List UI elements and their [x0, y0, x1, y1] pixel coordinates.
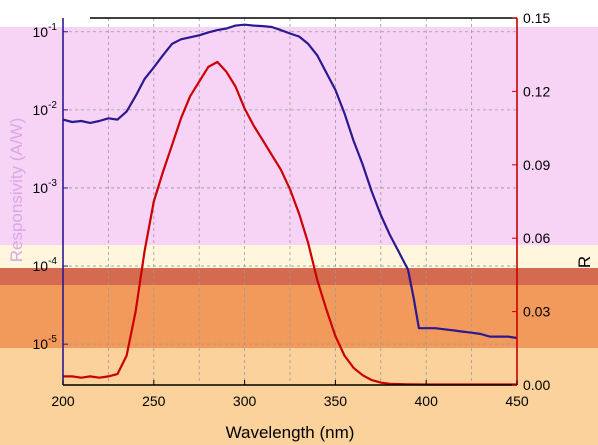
x-tick-label: 350	[324, 393, 348, 409]
x-tick-label: 400	[415, 393, 439, 409]
bg-band-light-orange	[0, 348, 598, 445]
responsivity-line	[62, 23, 518, 340]
y-right-tick-label: 0.03	[523, 304, 550, 320]
y-right-tick-label: 0.00	[523, 377, 550, 393]
reflectance-line	[63, 60, 517, 386]
y-left-tick-label: 10-1	[33, 22, 58, 40]
x-tick-label: 200	[51, 393, 75, 409]
x-tick-label: 300	[233, 393, 257, 409]
bg-band-cream	[0, 245, 598, 268]
tick-layer: 200 250 300 350 400 450 10-5 10-4 10-3 10-2 10-1 0.…	[33, 10, 551, 409]
y-right-tick-label: 0.15	[523, 10, 550, 26]
grid-layer	[63, 18, 517, 385]
x-tick-label: 450	[505, 393, 529, 409]
y-right-tick-label: 0.06	[523, 230, 550, 246]
y-left-tick-label: 10-3	[33, 178, 58, 196]
y-right-tick-label: 0.09	[523, 157, 550, 173]
y-left-tick-label: 10-2	[33, 100, 58, 118]
y-axis-label-right: R	[575, 256, 594, 268]
x-axis-label: Wavelength (nm)	[226, 423, 355, 442]
bg-band-orange	[0, 285, 598, 348]
y-left-tick-label: 10-4	[33, 256, 58, 274]
bg-band-rust	[0, 268, 598, 285]
y-right-tick-label: 0.12	[523, 83, 550, 99]
bg-band-pink	[0, 27, 598, 245]
x-tick-label: 250	[142, 393, 166, 409]
y-axis-label-left: Responsivity (A/W)	[7, 118, 26, 263]
y-left-tick-label: 10-5	[33, 334, 58, 352]
series-layer	[62, 23, 518, 386]
